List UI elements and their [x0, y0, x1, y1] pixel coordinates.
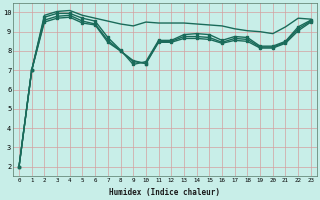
- X-axis label: Humidex (Indice chaleur): Humidex (Indice chaleur): [109, 188, 220, 197]
